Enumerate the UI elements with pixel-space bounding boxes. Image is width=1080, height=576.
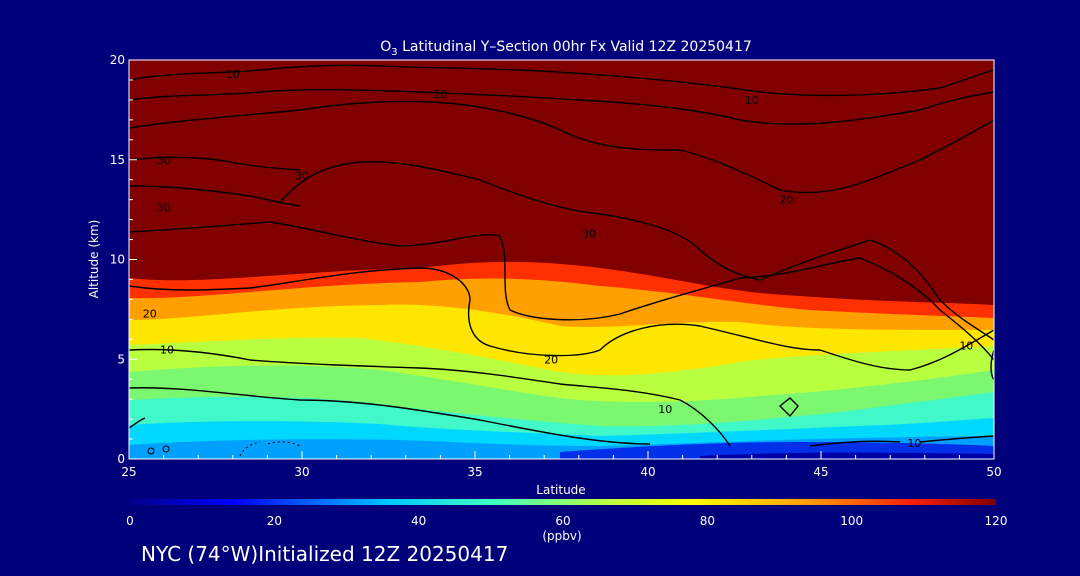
- x-axis-title: Latitude: [536, 483, 585, 497]
- y-tick-label: 20: [110, 53, 125, 67]
- x-tick-label: 50: [986, 465, 1001, 479]
- x-axis: 25 30 35 40 45 50: [121, 451, 1002, 479]
- contour-label: 20: [779, 194, 793, 207]
- ozone-field: 10 20 10 30 30 30 20 30 20 10 20 10 10 10: [129, 60, 994, 459]
- contour-label: 10: [160, 343, 174, 356]
- x-tick-label: 40: [640, 465, 655, 479]
- x-tick-label: 30: [294, 465, 309, 479]
- colorbar-unit: (ppbv): [542, 529, 581, 543]
- y-axis: 0 5 10 15 20: [110, 53, 137, 466]
- colorbar-ticks: 0 20 40 60 80 100 120: [126, 514, 1007, 528]
- colorbar-tick-label: 100: [840, 514, 863, 528]
- contour-label: 10: [658, 403, 672, 416]
- x-tick-label: 25: [121, 465, 136, 479]
- contour-label: 20: [433, 88, 447, 101]
- chart-title: O3 Latitudinal Y–Section 00hr Fx Valid 1…: [380, 39, 752, 58]
- contour-label: 10: [959, 339, 973, 352]
- colorbar: [130, 499, 996, 505]
- contour-lines: [129, 64, 994, 447]
- contour-label: 10: [226, 68, 240, 81]
- contour-label: 30: [295, 170, 309, 183]
- contour-label: 30: [582, 228, 596, 241]
- contour-label: 20: [143, 307, 157, 320]
- colorbar-tick-label: 0: [126, 514, 134, 528]
- colorbar-tick-label: 80: [700, 514, 715, 528]
- y-tick-label: 10: [110, 253, 125, 267]
- x-tick-label: 35: [467, 465, 482, 479]
- contour-label: 20: [544, 353, 558, 366]
- contour-label: 30: [157, 202, 171, 215]
- y-tick-label: 15: [110, 153, 125, 167]
- colorbar-tick-label: 20: [267, 514, 282, 528]
- contour-label: 10: [907, 437, 921, 450]
- contour-label: 10: [745, 94, 759, 107]
- y-tick-label: 0: [117, 452, 125, 466]
- colorbar-tick-label: 120: [985, 514, 1008, 528]
- y-axis-title: Altitude (km): [87, 220, 101, 299]
- x-tick-label: 45: [813, 465, 828, 479]
- colorbar-tick-label: 40: [411, 514, 426, 528]
- footer-text: NYC (74°W)Initialized 12Z 20250417: [141, 542, 509, 566]
- contour-label: 30: [157, 154, 171, 167]
- colorbar-tick-label: 60: [555, 514, 570, 528]
- y-tick-label: 5: [117, 352, 125, 366]
